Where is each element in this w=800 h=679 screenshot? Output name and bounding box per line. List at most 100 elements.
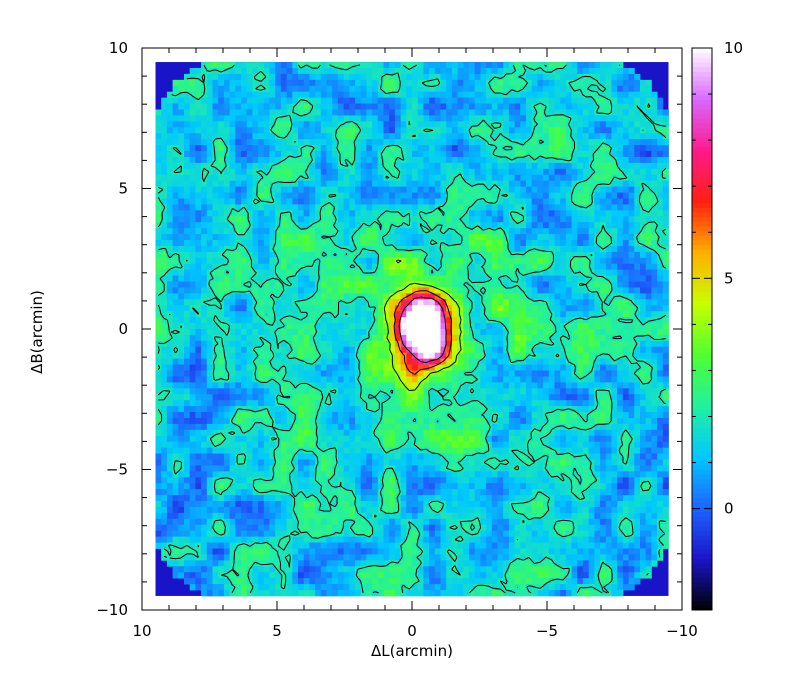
heatmap-cell: [383, 216, 390, 223]
heatmap-cell: [583, 180, 590, 188]
heatmap-cell: [548, 204, 555, 211]
heatmap-cell: [184, 376, 191, 383]
heatmap-cell: [640, 174, 647, 182]
heatmap-cell: [474, 388, 481, 395]
heatmap-cell: [400, 299, 407, 306]
heatmap-cell: [565, 234, 572, 241]
heatmap-cell: [588, 79, 595, 87]
heatmap-cell: [315, 382, 322, 389]
heatmap-cell: [394, 97, 401, 104]
heatmap-cell: [611, 210, 618, 217]
heatmap-cell: [554, 133, 561, 140]
heatmap-cell: [474, 210, 481, 217]
heatmap-cell: [434, 186, 441, 193]
heatmap-cell: [657, 210, 664, 217]
heatmap-cell: [389, 145, 396, 152]
heatmap-cell: [258, 222, 265, 229]
heatmap-cell: [600, 275, 607, 282]
heatmap-cell: [514, 133, 521, 140]
heatmap-cell: [280, 340, 287, 348]
heatmap-cell: [235, 346, 242, 354]
heatmap-cell: [577, 281, 584, 288]
heatmap-cell: [543, 168, 550, 176]
heatmap-cell: [520, 145, 527, 152]
heatmap-cell: [657, 151, 664, 158]
heatmap-cell: [241, 251, 248, 259]
heatmap-cell: [537, 234, 544, 241]
heatmap-cell: [605, 174, 612, 182]
heatmap-cell: [343, 257, 350, 265]
heatmap-cell: [218, 281, 225, 288]
heatmap-cell: [634, 151, 641, 158]
heatmap-cell: [434, 180, 441, 188]
heatmap-cell: [195, 73, 202, 81]
heatmap-cell: [543, 269, 550, 277]
heatmap-cell: [480, 180, 487, 188]
heatmap-cell: [315, 115, 322, 122]
heatmap-cell: [486, 198, 493, 205]
heatmap-cell: [412, 358, 419, 365]
heatmap-cell: [628, 275, 635, 282]
heatmap-cell: [662, 245, 669, 253]
heatmap-cell: [218, 216, 225, 223]
heatmap-cell: [184, 91, 191, 99]
heatmap-cell: [531, 287, 538, 294]
heatmap-cell: [605, 186, 612, 193]
heatmap-cell: [269, 186, 276, 193]
heatmap-cell: [218, 139, 225, 146]
heatmap-cell: [309, 293, 316, 300]
heatmap-cell: [514, 376, 521, 383]
heatmap-cell: [657, 299, 664, 306]
heatmap-cell: [440, 305, 447, 312]
heatmap-cell: [280, 240, 287, 247]
heatmap-cell: [628, 168, 635, 176]
heatmap-cell: [349, 364, 356, 371]
heatmap-cell: [628, 323, 635, 330]
heatmap-cell: [178, 139, 185, 146]
heatmap-cell: [634, 180, 641, 188]
heatmap-cell: [218, 263, 225, 271]
heatmap-cell: [537, 62, 544, 69]
heatmap-cell: [440, 340, 447, 348]
heatmap-cell: [343, 91, 350, 99]
heatmap-cell: [531, 334, 538, 342]
heatmap-cell: [394, 162, 401, 170]
heatmap-cell: [366, 340, 373, 348]
heatmap-cell: [263, 139, 270, 146]
heatmap-cell: [286, 364, 293, 371]
heatmap-cell: [280, 388, 287, 395]
heatmap-cell: [269, 73, 276, 81]
heatmap-cell: [565, 317, 572, 324]
heatmap-cell: [241, 121, 248, 128]
heatmap-cell: [263, 370, 270, 377]
heatmap-cell: [326, 115, 333, 122]
heatmap-cell: [292, 192, 299, 199]
heatmap-cell: [155, 269, 162, 277]
heatmap-cell: [292, 97, 299, 104]
heatmap-cell: [617, 317, 624, 324]
heatmap-cell: [560, 121, 567, 128]
heatmap-cell: [326, 240, 333, 247]
heatmap-cell: [600, 210, 607, 217]
heatmap-cell: [537, 370, 544, 377]
heatmap-cell: [206, 115, 213, 122]
heatmap-cell: [628, 257, 635, 265]
heatmap-cell: [469, 329, 476, 336]
heatmap-cell: [605, 281, 612, 288]
heatmap-cell: [206, 388, 213, 395]
heatmap-cell: [565, 162, 572, 170]
heatmap-cell: [526, 127, 533, 134]
heatmap-cell: [201, 210, 208, 217]
heatmap-cell: [583, 139, 590, 146]
heatmap-cell: [480, 364, 487, 371]
heatmap-cell: [360, 156, 367, 164]
heatmap-cell: [292, 103, 299, 110]
heatmap-cell: [337, 352, 344, 360]
heatmap-cell: [423, 251, 430, 259]
heatmap-cell: [480, 358, 487, 365]
heatmap-cell: [503, 127, 510, 134]
heatmap-cell: [651, 151, 658, 158]
heatmap-cell: [662, 156, 669, 164]
heatmap-cell: [326, 376, 333, 383]
heatmap-cell: [640, 139, 647, 146]
